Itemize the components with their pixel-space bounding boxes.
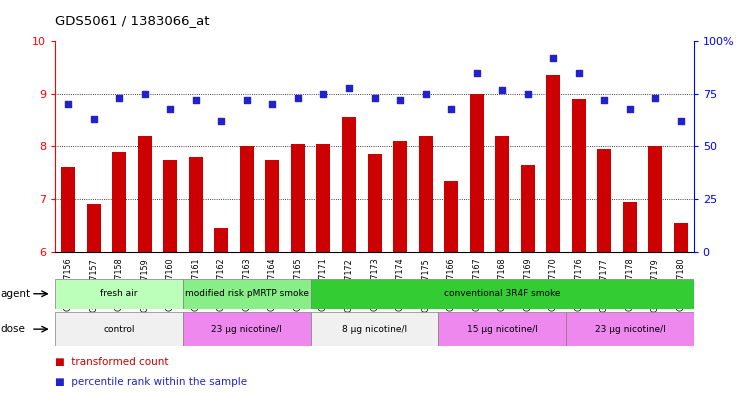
Point: [241, 97, 252, 103]
Bar: [163, 160, 177, 252]
Bar: [649, 146, 663, 252]
Text: 23 μg nicotine/l: 23 μg nicotine/l: [595, 325, 665, 334]
Bar: [546, 75, 560, 252]
Bar: [597, 149, 611, 252]
Text: fresh air: fresh air: [100, 289, 138, 298]
Bar: [55, 312, 183, 346]
Bar: [674, 222, 688, 252]
Point: [548, 55, 559, 61]
Bar: [138, 136, 152, 252]
Text: ■  transformed count: ■ transformed count: [55, 358, 169, 367]
Bar: [61, 167, 75, 252]
Point: [573, 70, 584, 76]
Point: [368, 95, 381, 101]
Text: ■  percentile rank within the sample: ■ percentile rank within the sample: [55, 377, 247, 387]
Point: [215, 118, 227, 124]
Bar: [55, 279, 183, 309]
Point: [471, 70, 483, 76]
Bar: [311, 279, 694, 309]
Bar: [240, 146, 254, 252]
Bar: [393, 141, 407, 252]
Bar: [214, 228, 228, 252]
Bar: [183, 279, 311, 309]
Bar: [291, 144, 305, 252]
Bar: [183, 312, 311, 346]
Bar: [623, 202, 637, 252]
Bar: [521, 165, 535, 252]
Point: [292, 95, 304, 101]
Bar: [86, 204, 100, 252]
Text: modified risk pMRTP smoke: modified risk pMRTP smoke: [184, 289, 309, 298]
Text: 15 μg nicotine/l: 15 μg nicotine/l: [466, 325, 538, 334]
Bar: [266, 160, 280, 252]
Point: [445, 105, 457, 112]
Point: [675, 118, 687, 124]
Point: [165, 105, 176, 112]
Text: dose: dose: [1, 324, 26, 334]
Bar: [317, 144, 331, 252]
Point: [266, 101, 278, 107]
Point: [190, 97, 201, 103]
Point: [522, 91, 534, 97]
Point: [62, 101, 74, 107]
Bar: [495, 136, 509, 252]
Bar: [469, 94, 483, 252]
Point: [624, 105, 635, 112]
Point: [343, 84, 355, 91]
Point: [394, 97, 406, 103]
Text: agent: agent: [1, 289, 31, 299]
Text: GDS5061 / 1383066_at: GDS5061 / 1383066_at: [55, 14, 210, 27]
Text: conventional 3R4F smoke: conventional 3R4F smoke: [444, 289, 560, 298]
Point: [420, 91, 432, 97]
Text: control: control: [103, 325, 135, 334]
Text: 8 μg nicotine/l: 8 μg nicotine/l: [342, 325, 407, 334]
Bar: [311, 312, 438, 346]
Point: [599, 97, 610, 103]
Bar: [342, 118, 356, 252]
Point: [649, 95, 661, 101]
Bar: [444, 180, 458, 252]
Bar: [572, 99, 586, 252]
Bar: [566, 312, 694, 346]
Point: [88, 116, 100, 122]
Point: [139, 91, 151, 97]
Bar: [438, 312, 566, 346]
Point: [114, 95, 125, 101]
Point: [317, 91, 329, 97]
Bar: [189, 157, 203, 252]
Point: [496, 86, 508, 93]
Bar: [368, 154, 382, 252]
Bar: [418, 136, 432, 252]
Text: 23 μg nicotine/l: 23 μg nicotine/l: [212, 325, 282, 334]
Bar: [112, 152, 126, 252]
